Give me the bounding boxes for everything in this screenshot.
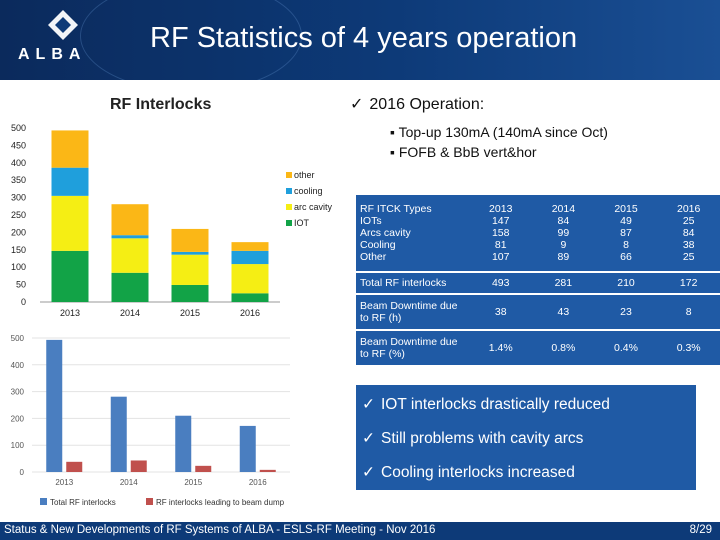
note-item: ▪ Top-up 130mA (140mA since Oct) bbox=[390, 124, 608, 140]
alba-logo-icon bbox=[48, 10, 78, 40]
y-tick-label: 50 bbox=[16, 280, 26, 290]
legend-swatch bbox=[40, 498, 47, 505]
stacked-bar-segment bbox=[171, 251, 209, 255]
col-2016: 2016 25 84 38 25 bbox=[657, 195, 720, 271]
table-row: Total RF interlocks 493 281 210 172 bbox=[356, 273, 720, 293]
legend-label: IOT bbox=[294, 218, 310, 228]
itck-labels: RF ITCK Types IOTs Arcs cavity Cooling O… bbox=[356, 195, 470, 271]
check-icon: ✓ bbox=[362, 396, 375, 413]
stacked-bar-segment bbox=[51, 195, 89, 251]
y-tick-label: 300 bbox=[11, 193, 26, 203]
y-tick-label: 300 bbox=[11, 388, 25, 397]
x-tick-label: 2014 bbox=[120, 308, 140, 318]
y-tick-label: 0 bbox=[20, 468, 25, 477]
y-tick-label: 350 bbox=[11, 175, 26, 185]
legend-swatch bbox=[146, 498, 153, 505]
bar bbox=[130, 460, 147, 472]
stacked-bar-segment bbox=[231, 293, 269, 302]
stacked-bar-segment bbox=[171, 284, 209, 302]
stacked-bar-segment bbox=[51, 167, 89, 196]
logo-text: ALBA bbox=[18, 46, 87, 63]
y-tick-label: 500 bbox=[11, 123, 26, 133]
y-tick-label: 100 bbox=[11, 441, 25, 450]
legend-swatch bbox=[286, 204, 292, 210]
stats-table: RF ITCK Types IOTs Arcs cavity Cooling O… bbox=[356, 195, 720, 365]
stacked-bar-segment bbox=[171, 228, 209, 252]
stacked-bar-segment bbox=[231, 250, 269, 265]
y-tick-label: 100 bbox=[11, 262, 26, 272]
bar bbox=[239, 425, 256, 472]
bar bbox=[175, 415, 192, 472]
x-tick-label: 2016 bbox=[240, 308, 260, 318]
x-tick-label: 2013 bbox=[55, 478, 73, 487]
chart-title: RF Interlocks bbox=[110, 96, 212, 113]
stacked-bar-segment bbox=[111, 272, 149, 302]
page-number: 8/29 bbox=[689, 524, 712, 536]
legend-swatch bbox=[286, 220, 292, 226]
col-2013: 2013 147 158 81 107 bbox=[469, 195, 533, 271]
y-tick-label: 500 bbox=[11, 334, 25, 343]
stacked-bar-segment bbox=[231, 264, 269, 294]
legend-swatch bbox=[286, 188, 292, 194]
x-tick-label: 2015 bbox=[184, 478, 202, 487]
rf-interlocks-chart: 0 50 100 150 200 250 300 350 400 450 500 2013 2014 20… bbox=[11, 123, 333, 318]
check-icon: ✓ bbox=[350, 96, 364, 113]
conclusion-item: ✓ Cooling interlocks increased bbox=[362, 464, 575, 481]
y-tick-label: 400 bbox=[11, 361, 25, 370]
col-2014: 2014 84 99 9 89 bbox=[532, 195, 595, 271]
y-tick-label: 200 bbox=[11, 227, 26, 237]
table-row: Beam Downtime due to RF (h) 38 43 23 8 bbox=[356, 295, 720, 329]
y-tick-label: 400 bbox=[11, 158, 26, 168]
y-tick-label: 150 bbox=[11, 245, 26, 255]
footer: Status & New Developments of RF Systems … bbox=[0, 522, 720, 540]
operation-heading: ✓ 2016 Operation: bbox=[350, 96, 485, 113]
x-tick-label: 2013 bbox=[60, 308, 80, 318]
stacked-bar-segment bbox=[51, 250, 89, 302]
table-row: RF ITCK Types IOTs Arcs cavity Cooling O… bbox=[356, 195, 720, 271]
col-2015: 2015 49 87 8 66 bbox=[594, 195, 658, 271]
x-tick-label: 2015 bbox=[180, 308, 200, 318]
y-tick-label: 0 bbox=[21, 297, 26, 307]
check-icon: ✓ bbox=[362, 430, 375, 447]
footer-text: Status & New Developments of RF Systems … bbox=[4, 524, 436, 536]
stacked-bar-segment bbox=[111, 238, 149, 273]
bar bbox=[259, 469, 276, 472]
stacked-bar-segment bbox=[51, 130, 89, 168]
stacked-bar-segment bbox=[231, 242, 269, 251]
interlocks-vs-beam-dump-chart: 0 100 200 300 400 500 2013 2014 2015 2016 Total RF… bbox=[11, 334, 290, 507]
y-tick-label: 200 bbox=[11, 414, 25, 423]
legend-swatch bbox=[286, 172, 292, 178]
x-tick-label: 2014 bbox=[120, 478, 138, 487]
legend-label: other bbox=[294, 170, 315, 180]
bar bbox=[46, 339, 63, 472]
legend-label: cooling bbox=[294, 186, 323, 196]
stacked-bar-segment bbox=[111, 235, 149, 239]
x-tick-label: 2016 bbox=[249, 478, 267, 487]
bar bbox=[110, 396, 127, 472]
legend-label: RF interlocks leading to beam dump bbox=[156, 498, 285, 507]
legend-label: Total RF interlocks bbox=[50, 498, 116, 507]
page-title: RF Statistics of 4 years operation bbox=[150, 22, 578, 54]
conclusion-item: ✓ IOT interlocks drastically reduced bbox=[362, 396, 610, 413]
note-item: ▪ FOFB & BbB vert&hor bbox=[390, 144, 537, 160]
stacked-bar-segment bbox=[171, 254, 209, 285]
table-row: Beam Downtime due to RF (%) 1.4% 0.8% 0.… bbox=[356, 331, 720, 365]
bar bbox=[66, 461, 83, 472]
check-icon: ✓ bbox=[362, 464, 375, 481]
conclusion-item: ✓ Still problems with cavity arcs bbox=[362, 430, 584, 447]
title-banner: ALBA RF Statistics of 4 years operation bbox=[0, 0, 720, 80]
legend-label: arc cavity bbox=[294, 202, 333, 212]
conclusions-box: ✓ IOT interlocks drastically reduced ✓ Sti… bbox=[356, 385, 696, 490]
operation-notes: ✓ 2016 Operation: ▪ Top-up 130mA (140mA s… bbox=[350, 94, 608, 162]
stacked-bar-segment bbox=[111, 204, 149, 236]
y-tick-label: 250 bbox=[11, 210, 26, 220]
y-tick-label: 450 bbox=[11, 140, 26, 150]
bar bbox=[195, 465, 212, 472]
